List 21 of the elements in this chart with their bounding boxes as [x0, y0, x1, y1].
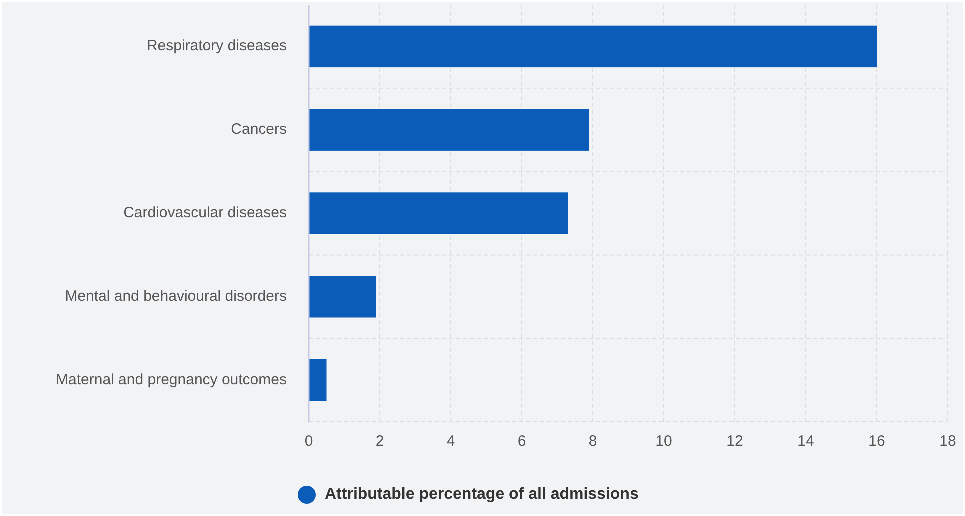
x-tick-label: 6: [518, 432, 526, 450]
x-tick-label: 4: [446, 432, 456, 450]
x-tick-label: 2: [376, 432, 384, 450]
bar: [309, 359, 327, 402]
bar: [309, 192, 568, 234]
x-tick-label: 14: [798, 432, 814, 450]
x-tick-label: 18: [940, 432, 956, 450]
x-tick-label: 0: [304, 432, 314, 450]
y-tick-label: Cancers: [231, 121, 287, 138]
x-tick-label: 10: [656, 432, 672, 450]
bar: [309, 276, 376, 318]
bar: [309, 26, 877, 68]
y-tick-label: Cardiovascular diseases: [124, 204, 287, 222]
legend-label: Attributable percentage of all admissions: [325, 486, 639, 504]
y-tick-label: Mental and behavioural disorders: [65, 288, 287, 305]
x-tick-label: 12: [726, 432, 744, 450]
x-tick-label: 8: [588, 432, 598, 450]
bar: [309, 109, 590, 151]
x-tick-label: 16: [868, 432, 886, 450]
y-tick-label: Respiratory diseases: [146, 38, 287, 55]
y-tick-label: Maternal and pregnancy outcomes: [56, 371, 287, 388]
